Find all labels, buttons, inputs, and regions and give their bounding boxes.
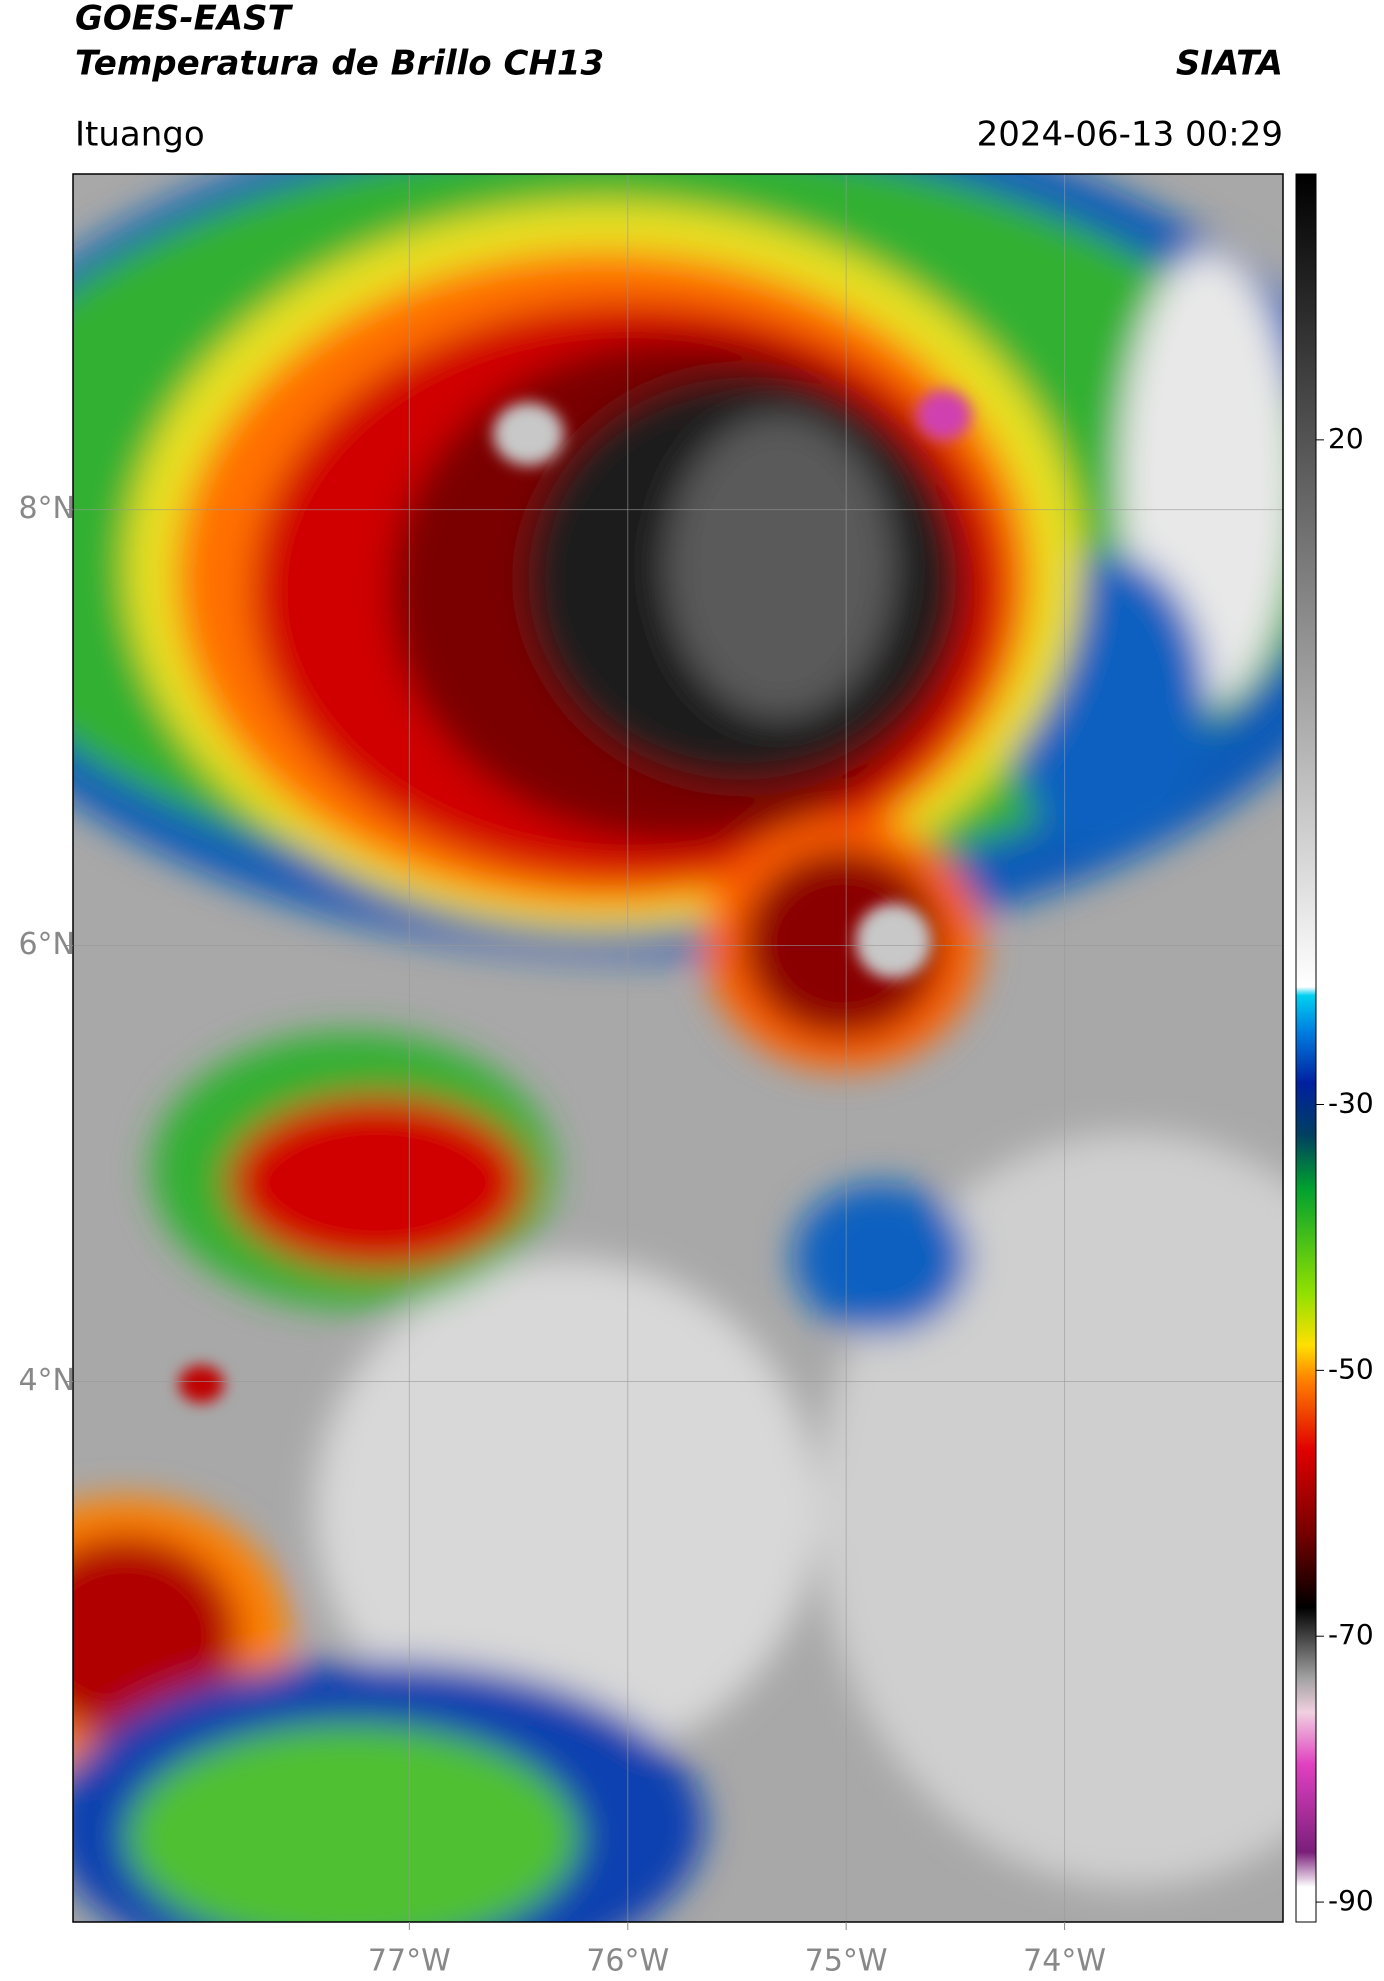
y-tick-label: 6°N xyxy=(18,927,75,962)
x-tick-label: 77°W xyxy=(368,1944,451,1979)
x-tick-label: 75°W xyxy=(805,1944,888,1979)
y-tick-label: 4°N xyxy=(18,1363,75,1398)
y-tick-label: 8°N xyxy=(18,491,75,526)
satellite-image xyxy=(73,174,1283,1922)
datetime: 2024-06-13 00:29 xyxy=(977,115,1283,155)
agency: SIATA xyxy=(1176,44,1283,84)
colorbar-tick-label: 20 xyxy=(1328,422,1364,455)
location: Ituango xyxy=(75,115,205,155)
colorbar xyxy=(1295,173,1317,1923)
map-frame xyxy=(72,173,1284,1923)
x-tick-label: 76°W xyxy=(586,1944,669,1979)
grid xyxy=(73,174,1283,1922)
subtitle: Temperatura de Brillo CH13 xyxy=(75,44,604,84)
x-tick-label: 74°W xyxy=(1023,1944,1106,1979)
colorbar-tick-label: -50 xyxy=(1328,1352,1374,1385)
title: GOES-EAST xyxy=(75,0,294,39)
colorbar-tick-label: -30 xyxy=(1328,1086,1374,1119)
colorbar-tick-label: -70 xyxy=(1328,1618,1374,1651)
colorbar-tick-label: -90 xyxy=(1328,1884,1374,1917)
